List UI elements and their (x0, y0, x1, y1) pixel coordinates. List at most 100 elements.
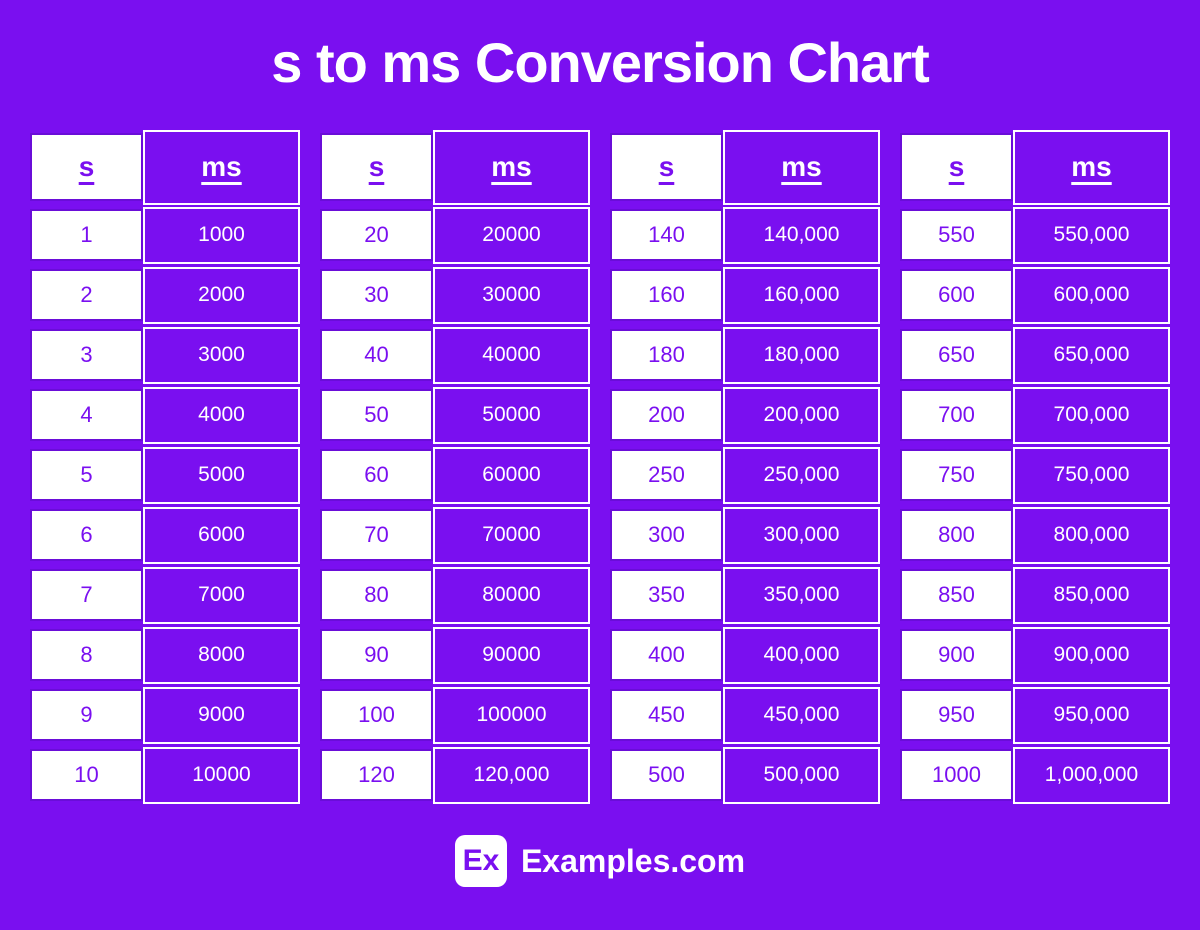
table-row: 6 6000 (30, 505, 300, 565)
milliseconds-value-cell: 200,000 (723, 386, 880, 444)
footer-brand: Ex Examples.com (0, 835, 1200, 887)
milliseconds-value-cell: 70000 (433, 506, 590, 564)
table-header-row: s ms (610, 129, 880, 205)
milliseconds-value-cell: 300,000 (723, 506, 880, 564)
seconds-value-cell: 180 (610, 329, 723, 381)
table-header-row: s ms (30, 129, 300, 205)
table-row: 50 50000 (320, 385, 590, 445)
column-header-ms-label: ms (1071, 151, 1112, 182)
column-header-ms: ms (143, 129, 300, 205)
seconds-value-cell: 1 (30, 209, 143, 261)
milliseconds-value-cell: 140,000 (723, 206, 880, 264)
seconds-value-cell: 120 (320, 749, 433, 801)
seconds-value-cell: 3 (30, 329, 143, 381)
table-row: 200 200,000 (610, 385, 880, 445)
table-row: 700 700,000 (900, 385, 1170, 445)
seconds-value-cell: 850 (900, 569, 1013, 621)
seconds-value-cell: 7 (30, 569, 143, 621)
table-row: 8 8000 (30, 625, 300, 685)
milliseconds-value-cell: 160,000 (723, 266, 880, 324)
conversion-table-1: s ms 1 1000 2 2000 3 3000 4 4000 5 5000 6 6000 7 7000 8 8… (30, 129, 300, 805)
column-header-ms-label: ms (201, 151, 242, 182)
table-row: 1000 1,000,000 (900, 745, 1170, 805)
seconds-value-cell: 140 (610, 209, 723, 261)
milliseconds-value-cell: 100000 (433, 686, 590, 744)
milliseconds-value-cell: 350,000 (723, 566, 880, 624)
seconds-value-cell: 250 (610, 449, 723, 501)
table-row: 60 60000 (320, 445, 590, 505)
seconds-value-cell: 100 (320, 689, 433, 741)
seconds-value-cell: 80 (320, 569, 433, 621)
table-row: 40 40000 (320, 325, 590, 385)
table-header-row: s ms (900, 129, 1170, 205)
milliseconds-value-cell: 400,000 (723, 626, 880, 684)
seconds-value-cell: 20 (320, 209, 433, 261)
milliseconds-value-cell: 600,000 (1013, 266, 1170, 324)
table-row: 80 80000 (320, 565, 590, 625)
conversion-table-3: s ms 140 140,000 160 160,000 180 180,000 200 200,… (610, 129, 880, 805)
seconds-value-cell: 90 (320, 629, 433, 681)
seconds-value-cell: 160 (610, 269, 723, 321)
table-row: 300 300,000 (610, 505, 880, 565)
milliseconds-value-cell: 850,000 (1013, 566, 1170, 624)
milliseconds-value-cell: 40000 (433, 326, 590, 384)
column-header-ms: ms (433, 129, 590, 205)
seconds-value-cell: 9 (30, 689, 143, 741)
milliseconds-value-cell: 90000 (433, 626, 590, 684)
milliseconds-value-cell: 500,000 (723, 746, 880, 804)
milliseconds-value-cell: 750,000 (1013, 446, 1170, 504)
seconds-value-cell: 600 (900, 269, 1013, 321)
milliseconds-value-cell: 700,000 (1013, 386, 1170, 444)
seconds-value-cell: 4 (30, 389, 143, 441)
milliseconds-value-cell: 900,000 (1013, 626, 1170, 684)
milliseconds-value-cell: 950,000 (1013, 686, 1170, 744)
seconds-value-cell: 750 (900, 449, 1013, 501)
seconds-value-cell: 30 (320, 269, 433, 321)
table-row: 140 140,000 (610, 205, 880, 265)
column-header-s: s (900, 133, 1013, 201)
column-header-ms-label: ms (491, 151, 532, 182)
seconds-value-cell: 200 (610, 389, 723, 441)
milliseconds-value-cell: 50000 (433, 386, 590, 444)
conversion-table-2: s ms 20 20000 30 30000 40 40000 50 50000 60 60000 70… (320, 129, 590, 805)
seconds-value-cell: 6 (30, 509, 143, 561)
milliseconds-value-cell: 20000 (433, 206, 590, 264)
column-header-s-label: s (78, 151, 95, 182)
milliseconds-value-cell: 9000 (143, 686, 300, 744)
table-row: 70 70000 (320, 505, 590, 565)
table-row: 90 90000 (320, 625, 590, 685)
seconds-value-cell: 8 (30, 629, 143, 681)
table-row: 7 7000 (30, 565, 300, 625)
table-row: 450 450,000 (610, 685, 880, 745)
table-row: 20 20000 (320, 205, 590, 265)
seconds-value-cell: 500 (610, 749, 723, 801)
column-header-ms: ms (723, 129, 880, 205)
seconds-value-cell: 10 (30, 749, 143, 801)
milliseconds-value-cell: 8000 (143, 626, 300, 684)
milliseconds-value-cell: 80000 (433, 566, 590, 624)
milliseconds-value-cell: 3000 (143, 326, 300, 384)
seconds-value-cell: 800 (900, 509, 1013, 561)
column-header-s-label: s (948, 151, 965, 182)
table-row: 5 5000 (30, 445, 300, 505)
milliseconds-value-cell: 6000 (143, 506, 300, 564)
seconds-value-cell: 550 (900, 209, 1013, 261)
table-row: 600 600,000 (900, 265, 1170, 325)
seconds-value-cell: 300 (610, 509, 723, 561)
seconds-value-cell: 60 (320, 449, 433, 501)
milliseconds-value-cell: 1,000,000 (1013, 746, 1170, 804)
column-header-s-label: s (368, 151, 385, 182)
table-row: 30 30000 (320, 265, 590, 325)
seconds-value-cell: 900 (900, 629, 1013, 681)
seconds-value-cell: 2 (30, 269, 143, 321)
milliseconds-value-cell: 180,000 (723, 326, 880, 384)
table-row: 950 950,000 (900, 685, 1170, 745)
milliseconds-value-cell: 2000 (143, 266, 300, 324)
table-row: 10 10000 (30, 745, 300, 805)
seconds-value-cell: 700 (900, 389, 1013, 441)
table-row: 400 400,000 (610, 625, 880, 685)
table-header-row: s ms (320, 129, 590, 205)
table-row: 250 250,000 (610, 445, 880, 505)
table-row: 100 100000 (320, 685, 590, 745)
seconds-value-cell: 450 (610, 689, 723, 741)
